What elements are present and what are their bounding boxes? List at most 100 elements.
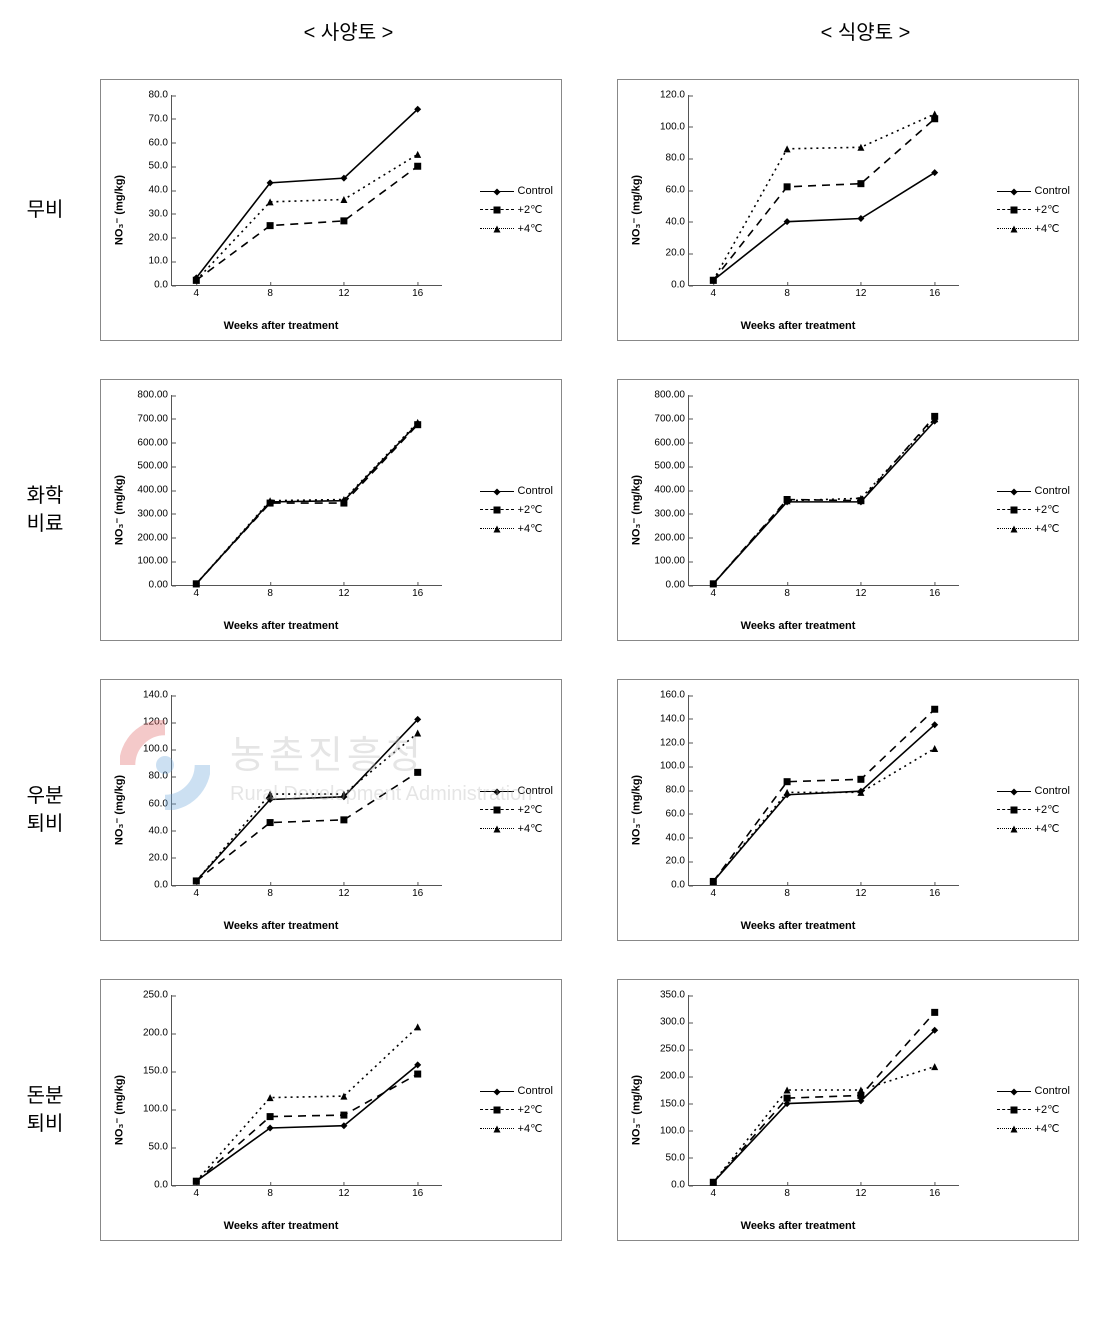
y-tick: 700.00 bbox=[137, 413, 172, 424]
legend-label: Control bbox=[518, 1085, 553, 1097]
legend-label: +4℃ bbox=[518, 522, 543, 535]
x-tick: 16 bbox=[929, 285, 940, 299]
series-marker-plus2 bbox=[931, 1009, 938, 1016]
y-tick: 300.0 bbox=[660, 1017, 689, 1028]
chart-panel: 0.020.040.060.080.0100.0120.0140.0160.04… bbox=[617, 679, 1079, 941]
x-tick: 16 bbox=[929, 885, 940, 899]
row-label: 돈분퇴비 bbox=[10, 1082, 80, 1138]
chart-panel: 0.050.0100.0150.0200.0250.0481216NO₃⁻ (m… bbox=[100, 979, 562, 1241]
x-axis-label: Weeks after treatment bbox=[741, 920, 856, 932]
x-tick: 12 bbox=[338, 1185, 349, 1199]
series-marker-plus2 bbox=[784, 1095, 791, 1102]
x-tick: 4 bbox=[194, 885, 200, 899]
series-svg bbox=[172, 995, 442, 1185]
legend-item-plus4: +4℃ bbox=[997, 822, 1070, 835]
legend-item-plus2: +2℃ bbox=[480, 1103, 553, 1116]
series-marker-plus2 bbox=[267, 222, 274, 229]
row-label: 우분퇴비 bbox=[10, 782, 80, 838]
y-tick: 20.0 bbox=[149, 852, 172, 863]
series-marker-plus2 bbox=[414, 1071, 421, 1078]
legend-label: Control bbox=[518, 185, 553, 197]
y-tick: 200.0 bbox=[143, 1028, 172, 1039]
series-line-plus2 bbox=[196, 772, 417, 881]
chart-panel: 0.020.040.060.080.0100.0120.0140.0481216… bbox=[100, 679, 562, 941]
x-tick: 8 bbox=[267, 585, 273, 599]
x-tick: 16 bbox=[929, 1185, 940, 1199]
x-axis-label: Weeks after treatment bbox=[224, 920, 339, 932]
series-line-control bbox=[713, 173, 934, 281]
legend-item-control: Control bbox=[480, 485, 553, 497]
y-tick: 30.0 bbox=[149, 208, 172, 219]
x-tick: 12 bbox=[338, 885, 349, 899]
y-tick: 80.0 bbox=[149, 771, 172, 782]
y-tick: 60.0 bbox=[666, 808, 689, 819]
y-tick: 20.0 bbox=[666, 248, 689, 259]
y-tick: 60.0 bbox=[149, 137, 172, 148]
legend-item-control: Control bbox=[997, 1085, 1070, 1097]
y-tick: 50.0 bbox=[149, 161, 172, 172]
series-line-control bbox=[196, 1065, 417, 1181]
y-tick: 60.0 bbox=[666, 185, 689, 196]
series-marker-plus4 bbox=[931, 745, 938, 752]
series-marker-plus2 bbox=[931, 706, 938, 713]
series-line-plus2 bbox=[196, 166, 417, 280]
x-tick: 8 bbox=[784, 285, 790, 299]
y-tick: 120.0 bbox=[660, 737, 689, 748]
legend-label: +4℃ bbox=[518, 222, 543, 235]
y-tick: 40.0 bbox=[666, 832, 689, 843]
row-label: 무비 bbox=[10, 196, 80, 224]
legend-label: +2℃ bbox=[1035, 203, 1060, 216]
y-tick: 160.0 bbox=[660, 690, 689, 701]
legend-label: Control bbox=[518, 785, 553, 797]
y-tick: 100.0 bbox=[143, 744, 172, 755]
x-tick: 16 bbox=[412, 285, 423, 299]
legend-label: +2℃ bbox=[1035, 503, 1060, 516]
y-tick: 40.0 bbox=[149, 825, 172, 836]
series-marker-plus4 bbox=[340, 196, 347, 203]
series-line-control bbox=[713, 421, 934, 584]
y-tick: 350.0 bbox=[660, 990, 689, 1001]
y-tick: 20.0 bbox=[666, 856, 689, 867]
legend-label: +4℃ bbox=[1035, 822, 1060, 835]
series-svg bbox=[689, 695, 959, 885]
y-tick: 600.00 bbox=[654, 437, 689, 448]
plot-area: 0.00100.00200.00300.00400.00500.00600.00… bbox=[171, 395, 442, 586]
chart-panel: 0.020.040.060.080.0100.0120.0481216NO₃⁻ … bbox=[617, 79, 1079, 341]
x-tick: 12 bbox=[855, 885, 866, 899]
legend: Control +2℃ +4℃ bbox=[480, 179, 553, 241]
y-tick: 80.0 bbox=[149, 90, 172, 101]
legend-item-plus4: +4℃ bbox=[480, 1122, 553, 1135]
series-marker-plus2 bbox=[784, 778, 791, 785]
y-tick: 250.0 bbox=[660, 1044, 689, 1055]
legend-item-plus4: +4℃ bbox=[480, 222, 553, 235]
series-marker-plus2 bbox=[857, 180, 864, 187]
x-tick: 4 bbox=[711, 885, 717, 899]
y-tick: 50.0 bbox=[149, 1142, 172, 1153]
series-line-plus4 bbox=[713, 1067, 934, 1183]
x-axis-label: Weeks after treatment bbox=[224, 320, 339, 332]
series-line-control bbox=[196, 719, 417, 881]
y-tick: 150.0 bbox=[143, 1066, 172, 1077]
series-line-plus2 bbox=[713, 1012, 934, 1182]
y-axis-label: NO₃⁻ (mg/kg) bbox=[630, 1075, 643, 1145]
series-marker-plus4 bbox=[931, 111, 938, 118]
plot-area: 0.050.0100.0150.0200.0250.0300.0350.0481… bbox=[688, 995, 959, 1186]
series-svg bbox=[689, 395, 959, 585]
x-tick: 8 bbox=[267, 885, 273, 899]
chart-panel: 0.010.020.030.040.050.060.070.080.048121… bbox=[100, 79, 562, 341]
series-line-control bbox=[713, 1030, 934, 1182]
x-tick: 4 bbox=[711, 1185, 717, 1199]
legend: Control+2℃+4℃ bbox=[480, 779, 553, 841]
legend: Control+2℃+4℃ bbox=[997, 1079, 1070, 1141]
series-marker-plus4 bbox=[267, 791, 274, 798]
legend-item-plus2: +2℃ bbox=[480, 203, 553, 216]
x-axis-label: Weeks after treatment bbox=[224, 620, 339, 632]
legend-item-plus4: +4℃ bbox=[480, 822, 553, 835]
y-tick: 70.0 bbox=[149, 113, 172, 124]
series-svg bbox=[172, 695, 442, 885]
legend-item-plus2: +2℃ bbox=[997, 803, 1070, 816]
y-tick: 0.0 bbox=[154, 1180, 172, 1191]
row-label: 화학비료 bbox=[10, 482, 80, 538]
series-marker-plus2 bbox=[414, 769, 421, 776]
column-header-right: < 식양토 > bbox=[617, 16, 1104, 45]
